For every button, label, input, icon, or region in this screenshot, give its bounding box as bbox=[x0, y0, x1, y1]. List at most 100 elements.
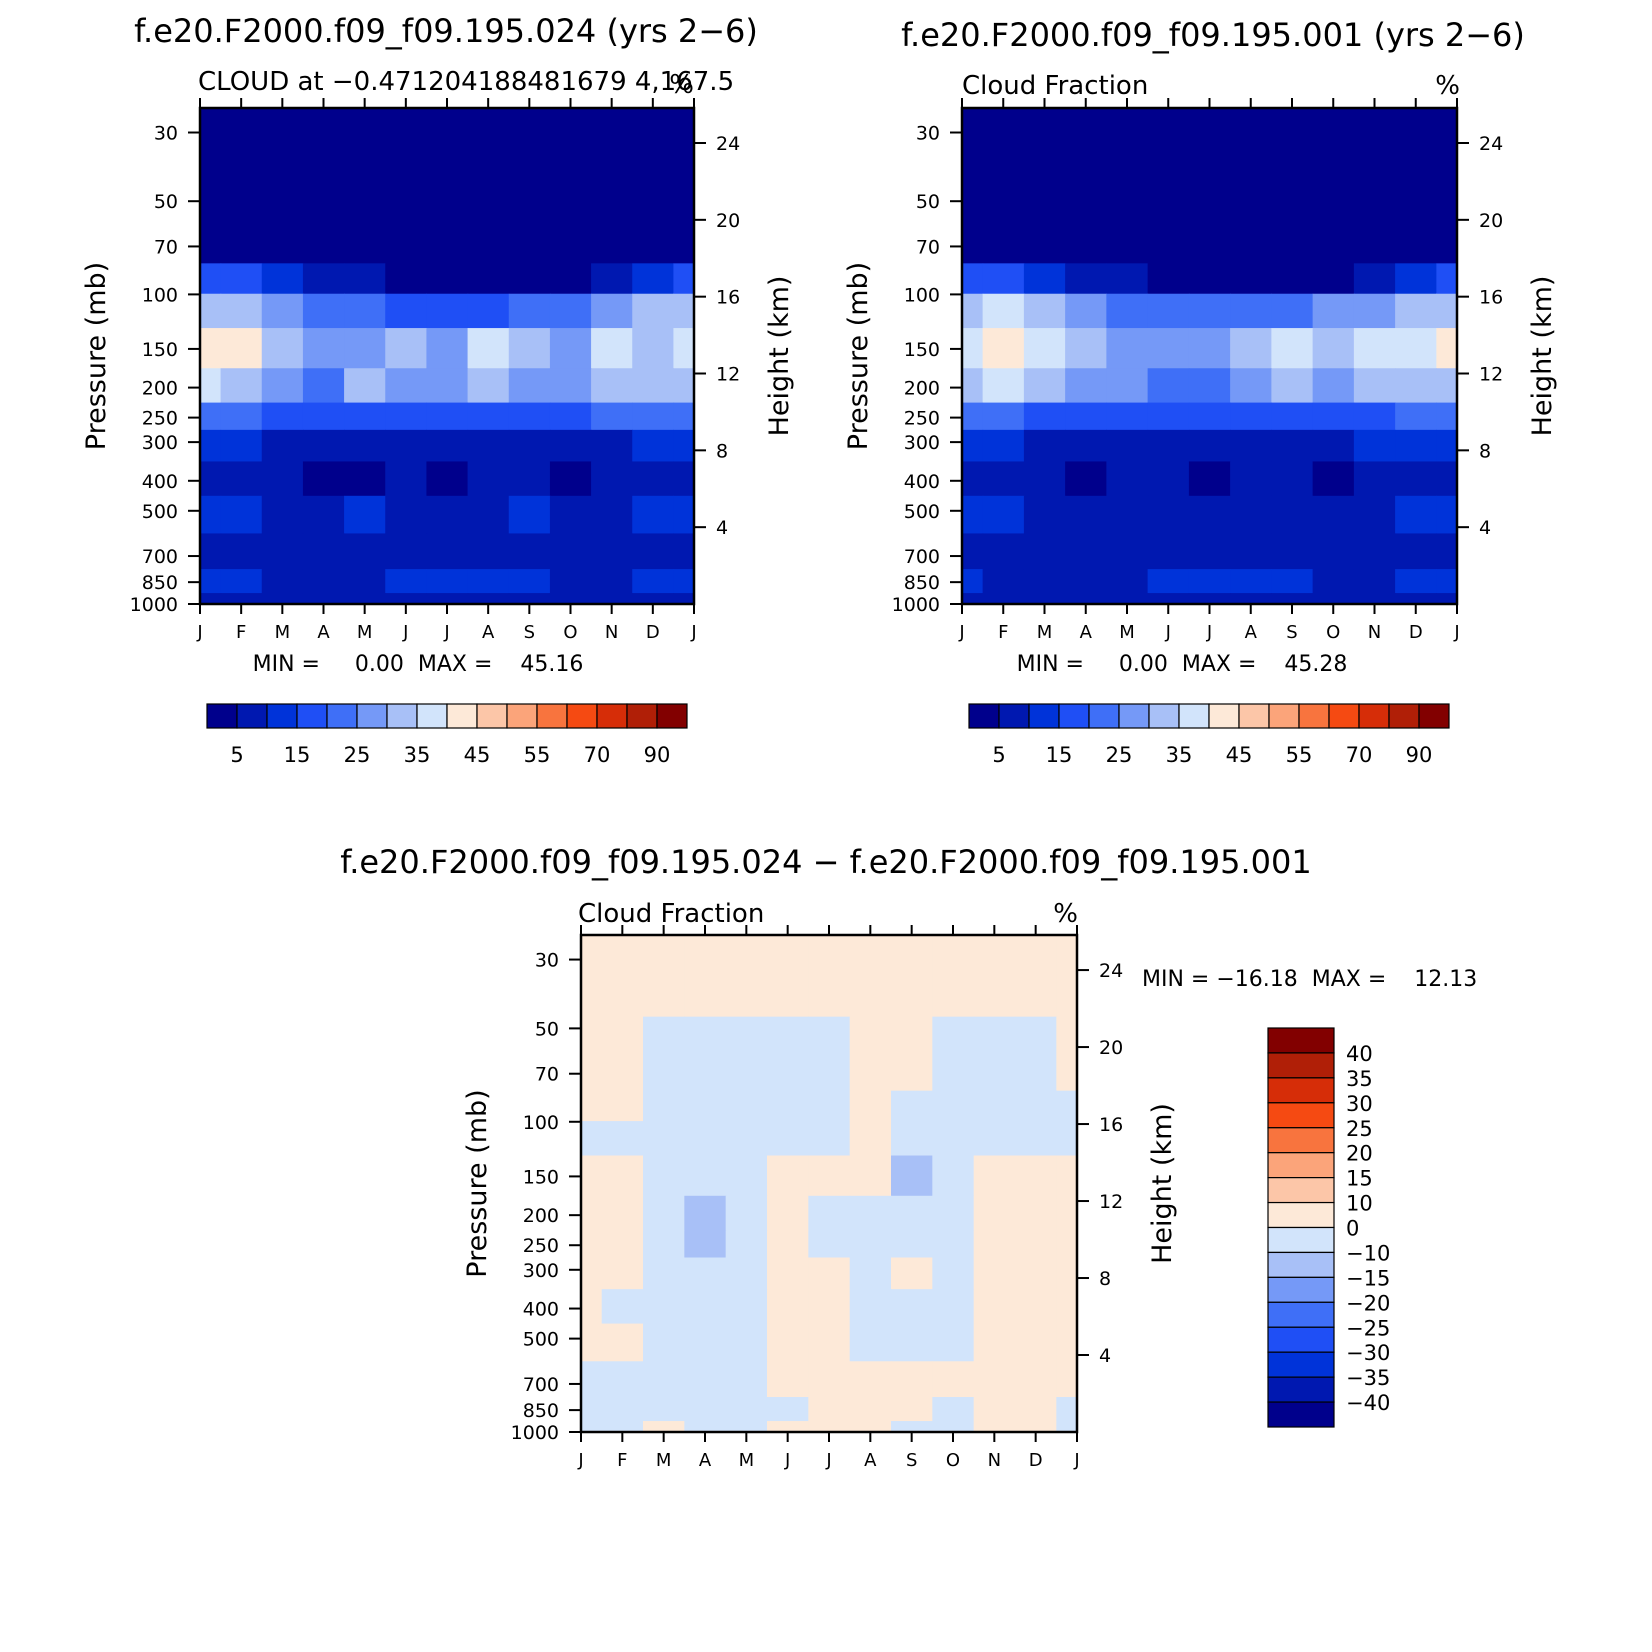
colorbar-swatch bbox=[1267, 1077, 1335, 1104]
heatmap-cell bbox=[849, 1323, 892, 1362]
panel1-minmax: MIN = 0.00 MAX = 45.16 bbox=[253, 652, 584, 677]
heatmap-cell bbox=[1147, 461, 1190, 497]
heatmap-cell bbox=[200, 429, 222, 463]
heatmap-cell bbox=[643, 1016, 685, 1092]
heatmap-cell bbox=[302, 402, 345, 431]
colorbar-swatch bbox=[1267, 1152, 1335, 1179]
heatmap-cell bbox=[601, 1195, 644, 1231]
colorbar-swatch bbox=[506, 703, 538, 729]
heatmap-cell bbox=[891, 1195, 933, 1231]
y2-tick-label: 16 bbox=[716, 287, 740, 309]
heatmap-cell bbox=[808, 1289, 851, 1325]
heatmap-cell bbox=[1353, 533, 1396, 570]
heatmap-cell bbox=[1056, 1257, 1078, 1290]
heatmap-cell bbox=[1271, 593, 1314, 605]
heatmap-cell bbox=[673, 495, 695, 535]
x-tick-label: A bbox=[864, 1450, 877, 1471]
heatmap-cell bbox=[200, 569, 222, 594]
y-tick-label: 400 bbox=[142, 471, 178, 493]
heatmap-cell bbox=[808, 1361, 851, 1398]
heatmap-cell bbox=[1188, 328, 1231, 369]
colorbar-swatch bbox=[1267, 1127, 1335, 1154]
x-tick-label: J bbox=[1073, 1450, 1079, 1471]
heatmap-cell bbox=[549, 293, 592, 329]
heatmap-cell bbox=[467, 593, 510, 605]
heatmap-cell bbox=[344, 108, 386, 191]
heatmap-cell bbox=[302, 328, 345, 369]
colorbar-label: 45 bbox=[464, 743, 491, 767]
y-tick-label: 70 bbox=[535, 1064, 559, 1086]
heatmap-cell bbox=[508, 293, 551, 329]
heatmap-cell bbox=[1056, 1016, 1078, 1092]
heatmap-cell bbox=[549, 189, 592, 264]
heatmap-cell bbox=[632, 368, 675, 404]
heatmap-cell bbox=[673, 328, 695, 369]
heatmap-cell bbox=[1015, 1361, 1057, 1398]
heatmap-cell bbox=[1271, 461, 1314, 497]
heatmap-cell bbox=[467, 328, 510, 369]
heatmap-cell bbox=[1395, 263, 1437, 295]
colorbar-label: 55 bbox=[1286, 743, 1313, 767]
heatmap-cell bbox=[1395, 429, 1437, 463]
heatmap-cell bbox=[982, 495, 1025, 535]
heatmap-cell bbox=[962, 328, 984, 369]
heatmap-cell bbox=[508, 569, 551, 594]
heatmap-cell bbox=[1436, 495, 1458, 535]
heatmap-cell bbox=[1230, 108, 1272, 191]
heatmap-cell bbox=[643, 1230, 685, 1259]
heatmap-cell bbox=[220, 263, 263, 295]
heatmap-cell bbox=[1065, 328, 1107, 369]
heatmap-cell bbox=[220, 461, 263, 497]
colorbar-swatch bbox=[1358, 703, 1390, 729]
heatmap-cell bbox=[1312, 293, 1355, 329]
colorbar-label: 90 bbox=[644, 743, 671, 767]
heatmap-cell bbox=[808, 1323, 851, 1362]
heatmap-cell bbox=[684, 1361, 727, 1398]
heatmap-cell bbox=[1436, 328, 1458, 369]
heatmap-cell bbox=[808, 1397, 851, 1422]
heatmap-cell bbox=[1065, 263, 1107, 295]
heatmap-cell bbox=[508, 328, 551, 369]
heatmap-cell bbox=[385, 429, 428, 463]
heatmap-cell bbox=[932, 935, 975, 1018]
y-tick-label: 300 bbox=[904, 432, 940, 454]
x-tick-label: D bbox=[1409, 622, 1423, 643]
x-tick-label: F bbox=[236, 622, 246, 643]
y2-tick-label: 20 bbox=[1099, 1037, 1123, 1059]
y2-axis-label: Height (km) bbox=[1147, 1103, 1178, 1264]
heatmap-cell bbox=[549, 533, 592, 570]
heatmap-cell bbox=[1023, 189, 1066, 264]
heatmap-cell bbox=[1056, 1121, 1078, 1157]
heatmap-cell bbox=[1106, 402, 1149, 431]
x-tick-label: J bbox=[577, 1450, 583, 1471]
heatmap-cell bbox=[643, 935, 685, 1018]
heatmap-cell bbox=[643, 1090, 685, 1122]
heatmap-cell bbox=[1015, 1230, 1057, 1259]
heatmap-cell bbox=[1147, 189, 1190, 264]
heatmap-cell bbox=[684, 1230, 727, 1259]
heatmap-cell bbox=[220, 429, 263, 463]
colorbar-swatch bbox=[968, 703, 1000, 729]
heatmap-cell bbox=[385, 263, 428, 295]
heatmap-cell bbox=[200, 402, 222, 431]
heatmap-cell bbox=[1230, 495, 1272, 535]
heatmap-cell bbox=[891, 1257, 933, 1290]
heatmap-cell bbox=[1147, 593, 1190, 605]
heatmap-cell bbox=[1271, 189, 1314, 264]
y-tick-label: 70 bbox=[154, 236, 178, 258]
heatmap-cell bbox=[591, 495, 633, 535]
heatmap-cell bbox=[673, 461, 695, 497]
panel1-units-label: % bbox=[669, 70, 694, 100]
heatmap-cell bbox=[1023, 108, 1066, 191]
heatmap-cell bbox=[344, 189, 386, 264]
heatmap-cell bbox=[767, 1257, 809, 1290]
heatmap-cell bbox=[581, 1016, 603, 1092]
y-tick-label: 100 bbox=[904, 284, 940, 306]
colorbar-label: −35 bbox=[1346, 1366, 1390, 1390]
heatmap-cell bbox=[849, 1121, 892, 1157]
heatmap-cell bbox=[1271, 429, 1314, 463]
y-tick-label: 30 bbox=[535, 950, 559, 972]
y-tick-label: 150 bbox=[904, 339, 940, 361]
colorbar-label: 45 bbox=[1226, 743, 1253, 767]
x-tick-label: M bbox=[656, 1450, 672, 1471]
